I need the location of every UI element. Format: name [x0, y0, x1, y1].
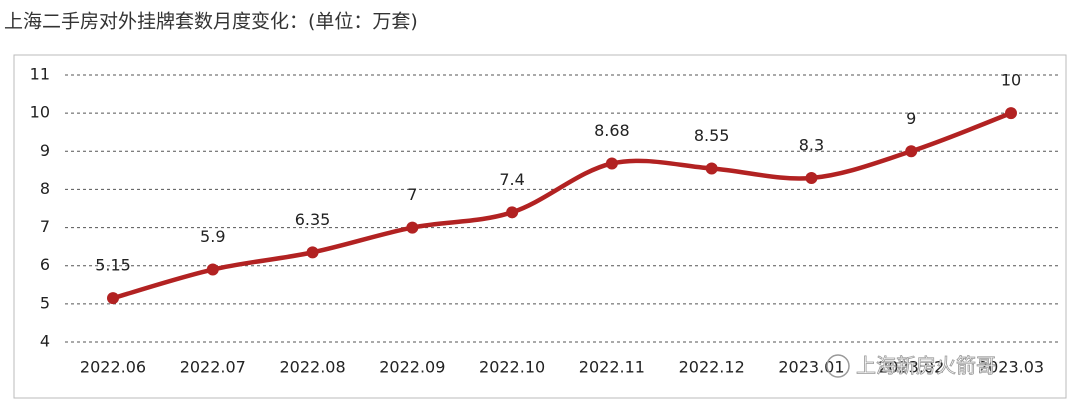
- x-tick-label: 2022.07: [180, 358, 246, 377]
- point: [206, 263, 219, 276]
- watermark-icon: [826, 354, 850, 378]
- point: [406, 221, 419, 234]
- y-tick-label: 10: [30, 103, 50, 122]
- x-tick-label: 2022.12: [679, 358, 745, 377]
- point: [905, 145, 918, 158]
- data-label: 5.15: [95, 256, 131, 275]
- data-label: 8.68: [594, 121, 630, 140]
- y-tick-label: 5: [40, 293, 50, 312]
- x-tick-label: 2022.11: [579, 358, 645, 377]
- data-label: 5.9: [200, 227, 225, 246]
- y-tick-label: 11: [30, 65, 50, 84]
- x-tick-label: 2023.02: [878, 358, 944, 377]
- y-tick-label: 4: [40, 332, 50, 351]
- y-tick-label: 6: [40, 255, 50, 274]
- plot-frame: [13, 54, 1067, 399]
- x-tick-label: 2022.06: [80, 358, 146, 377]
- data-label: 8.3: [799, 135, 824, 154]
- watermark: 上海新房火箭哥: [856, 354, 996, 378]
- x-tick-label: 2023.01: [778, 358, 844, 377]
- x-tick-label: 2023.03: [978, 358, 1044, 377]
- line: [110, 110, 1014, 301]
- data-label: 7.4: [499, 170, 524, 189]
- data-label: 7: [407, 185, 417, 204]
- point: [107, 292, 119, 305]
- x-tick-label: 2022.10: [479, 358, 545, 377]
- y-tick-label: 9: [40, 141, 50, 160]
- chart-title: 上海二手房对外挂牌套数月度变化：(单位：万套): [4, 11, 418, 33]
- point: [705, 162, 718, 175]
- point: [1005, 107, 1017, 120]
- point: [805, 171, 818, 184]
- x-tick-label: 2022.09: [379, 358, 445, 377]
- point: [506, 206, 519, 219]
- point: [306, 246, 319, 259]
- data-label: 8.55: [694, 126, 730, 145]
- data-label: 6.35: [295, 210, 331, 229]
- y-tick-label: 7: [40, 217, 50, 236]
- point: [605, 157, 618, 170]
- y-tick-label: 8: [40, 179, 50, 198]
- data-label: 10: [1001, 71, 1021, 90]
- x-tick-label: 2022.08: [279, 358, 345, 377]
- data-label: 9: [906, 109, 916, 128]
